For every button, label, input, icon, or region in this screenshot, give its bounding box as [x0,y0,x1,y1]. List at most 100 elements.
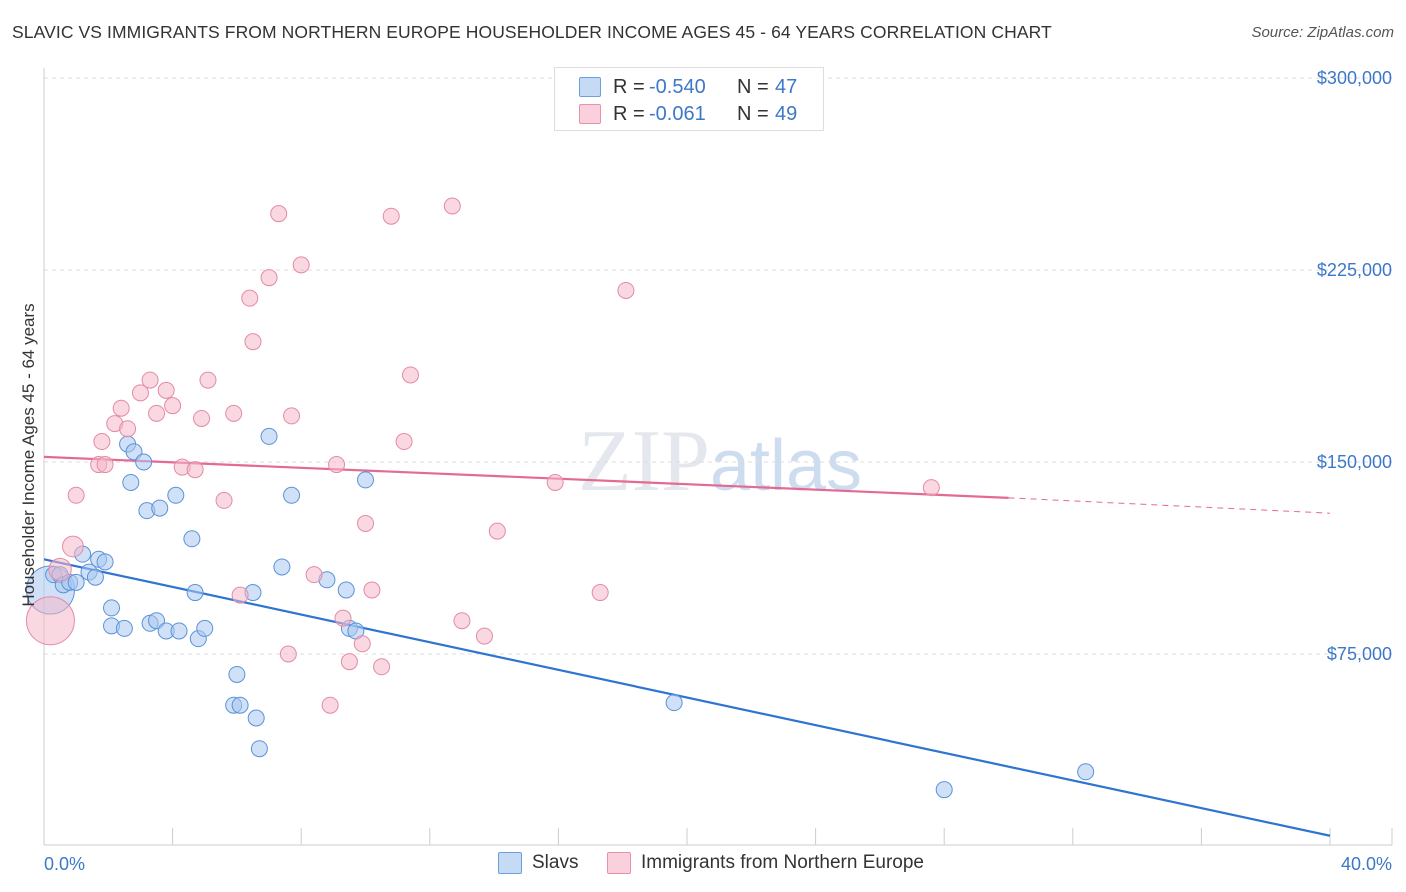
data-point [141,371,159,389]
data-point [135,453,153,471]
x-tick-label: 0.0% [44,854,85,874]
data-point [196,619,214,637]
legend-n-value: 49 [775,103,798,125]
data-point [170,622,188,640]
data-point [353,635,371,653]
data-point [292,256,310,274]
axes [43,68,1393,846]
data-point [115,619,133,637]
data-point [112,399,130,417]
legend-r-label: R = [613,76,645,98]
data-point [373,658,391,676]
data-point [164,397,182,415]
chart-title: SLAVIC VS IMMIGRANTS FROM NORTHERN EUROP… [12,22,1052,42]
data-point [183,530,201,548]
data-point [225,404,243,422]
y-tick-label: $225,000 [1317,260,1392,280]
series-legend: Slavs Immigrants from Northern Europe [0,852,1406,878]
y-tick-label: $75,000 [1327,644,1392,664]
source-label: Source: ZipAtlas.com [1251,24,1394,41]
data-point [215,491,233,509]
data-point [363,581,381,599]
data-point [1077,763,1095,781]
y-tick-label: $300,000 [1317,68,1392,88]
data-point [48,557,72,582]
data-point [231,586,249,604]
data-point [337,581,355,599]
data-point [167,486,185,504]
tick-labels: $75,000 $150,000 $225,000 $300,000 0.0% 40.0% [44,68,1392,874]
data-point [922,479,940,497]
data-point [25,596,75,646]
data-point [357,471,374,489]
data-point [591,584,609,602]
data-point [395,433,413,451]
trend-line-extension-1 [1008,497,1331,514]
data-point [67,486,85,504]
data-point [617,281,635,299]
data-point [402,366,420,384]
data-point [475,627,493,645]
data-point [148,404,166,422]
data-point [131,384,149,402]
legend-r-value: -0.061 [649,103,706,125]
data-point [260,427,278,445]
series-label-slavs: Slavs [532,852,579,873]
data-point [199,371,217,389]
legend-swatch-northern-europe [579,104,601,124]
trend-line-1 [43,455,1009,499]
data-point [119,420,137,438]
data-point [96,456,114,474]
data-point [62,535,84,558]
data-point [186,584,204,602]
data-point [67,573,85,591]
data-point [231,696,249,714]
data-point [546,473,564,491]
data-point [665,694,683,712]
legend-r-label: R = [613,103,645,125]
legend-r-value: -0.540 [649,76,706,98]
data-point [935,781,953,799]
data-point [279,645,297,663]
data-point [122,473,140,491]
data-point [193,409,211,427]
data-point [186,461,204,479]
y-tick-label: $150,000 [1317,452,1392,472]
legend-swatch-slavs [579,77,601,97]
data-point [260,269,278,287]
data-point [93,433,111,451]
series-points-1 [25,197,940,714]
data-point [103,599,121,617]
data-point [86,568,104,586]
data-point [96,553,114,571]
data-point [283,486,301,504]
data-points [25,197,1095,799]
data-point [157,381,175,399]
legend-n-value: 47 [775,76,798,98]
trend-lines [43,455,1331,837]
y-axis-title: Householder Income Ages 45 - 64 years [19,303,38,606]
data-point [357,514,374,532]
data-point [305,566,323,584]
data-point [250,740,268,758]
x-tick-label: 40.0% [1341,854,1392,874]
legend-n-label: N = [737,76,769,98]
data-point [244,333,262,351]
data-point [241,289,259,307]
data-point [321,696,339,714]
data-point [151,499,169,517]
data-point [328,456,346,474]
series-swatch-slavs [498,852,522,874]
grid-lines [44,77,1392,655]
correlation-legend: R = -0.540 N = 47 R = -0.061 N = 49 [554,67,824,131]
data-point [270,205,288,223]
series-swatch-northern-europe [607,852,631,874]
data-point [488,522,506,540]
trend-line-0 [43,558,1331,837]
data-point [334,609,352,627]
series-label-northern-europe: Immigrants from Northern Europe [641,852,924,873]
data-point [228,665,246,683]
data-point [247,709,265,727]
data-point [382,207,400,225]
